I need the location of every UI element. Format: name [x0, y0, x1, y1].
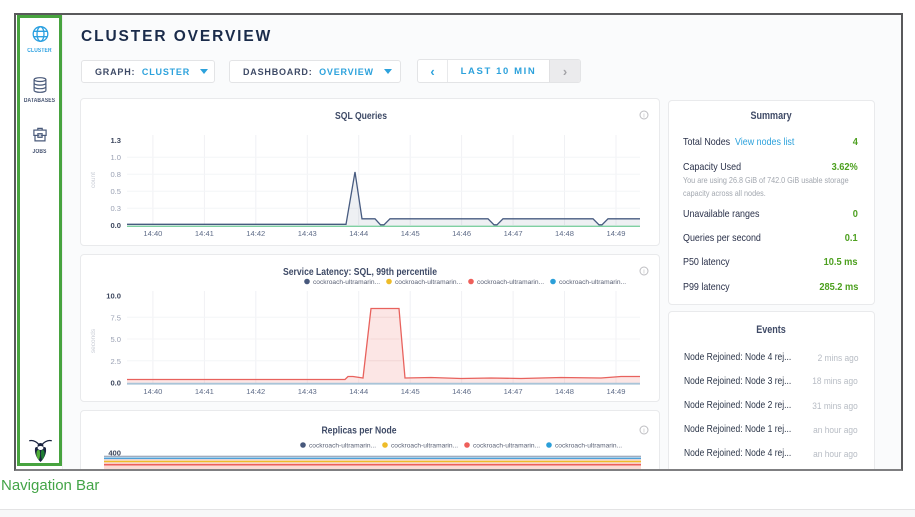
svg-text:14:41: 14:41 — [195, 387, 214, 396]
svg-text:0.8: 0.8 — [110, 170, 121, 179]
svg-text:1.0: 1.0 — [110, 153, 121, 162]
svg-text:0.0: 0.0 — [110, 221, 121, 230]
svg-text:cockroach-ultramarin...: cockroach-ultramarin... — [555, 443, 622, 450]
svg-text:14:42: 14:42 — [246, 229, 265, 238]
svg-text:7.5: 7.5 — [110, 313, 121, 322]
svg-text:1.3: 1.3 — [110, 136, 121, 145]
svg-text:cockroach-ultramarin...: cockroach-ultramarin... — [309, 443, 376, 450]
svg-text:14:41: 14:41 — [195, 229, 214, 238]
svg-text:14:40: 14:40 — [143, 229, 162, 238]
svg-text:14:46: 14:46 — [452, 229, 471, 238]
svg-text:cockroach-ultramarin...: cockroach-ultramarin... — [391, 443, 458, 450]
svg-text:14:49: 14:49 — [606, 387, 625, 396]
svg-text:14:43: 14:43 — [298, 229, 317, 238]
svg-text:SQL Queries: SQL Queries — [335, 110, 387, 122]
svg-text:0.3: 0.3 — [110, 204, 121, 213]
svg-text:14:48: 14:48 — [555, 387, 574, 396]
svg-text:cockroach-ultramarin...: cockroach-ultramarin... — [395, 279, 462, 286]
svg-text:10.0: 10.0 — [106, 292, 121, 301]
svg-text:14:44: 14:44 — [349, 387, 368, 396]
svg-text:i: i — [643, 428, 644, 435]
svg-text:14:45: 14:45 — [401, 387, 420, 396]
svg-text:i: i — [643, 269, 644, 276]
svg-text:14:45: 14:45 — [401, 229, 420, 238]
svg-text:cockroach-ultramarin...: cockroach-ultramarin... — [473, 443, 540, 450]
svg-text:cockroach-ultramarin...: cockroach-ultramarin... — [313, 279, 380, 286]
svg-text:Service Latency: SQL, 99th per: Service Latency: SQL, 99th percentile — [283, 266, 437, 278]
svg-text:14:42: 14:42 — [246, 387, 265, 396]
svg-text:2.5: 2.5 — [110, 357, 121, 366]
svg-text:0.0: 0.0 — [110, 379, 121, 388]
svg-text:5.0: 5.0 — [110, 335, 121, 344]
svg-text:14:44: 14:44 — [349, 229, 368, 238]
svg-text:0.5: 0.5 — [110, 187, 121, 196]
svg-text:seconds: seconds — [90, 328, 97, 353]
svg-text:i: i — [643, 113, 644, 120]
svg-text:14:40: 14:40 — [143, 387, 162, 396]
svg-text:14:43: 14:43 — [298, 387, 317, 396]
svg-text:400: 400 — [108, 449, 121, 458]
svg-text:count: count — [90, 172, 97, 188]
svg-text:Replicas per Node: Replicas per Node — [321, 425, 396, 437]
svg-text:14:49: 14:49 — [606, 229, 625, 238]
svg-text:cockroach-ultramarin...: cockroach-ultramarin... — [559, 279, 626, 286]
svg-text:cockroach-ultramarin...: cockroach-ultramarin... — [477, 279, 544, 286]
svg-text:14:46: 14:46 — [452, 387, 471, 396]
svg-text:14:47: 14:47 — [504, 229, 523, 238]
svg-text:14:48: 14:48 — [555, 229, 574, 238]
svg-text:14:47: 14:47 — [504, 387, 523, 396]
